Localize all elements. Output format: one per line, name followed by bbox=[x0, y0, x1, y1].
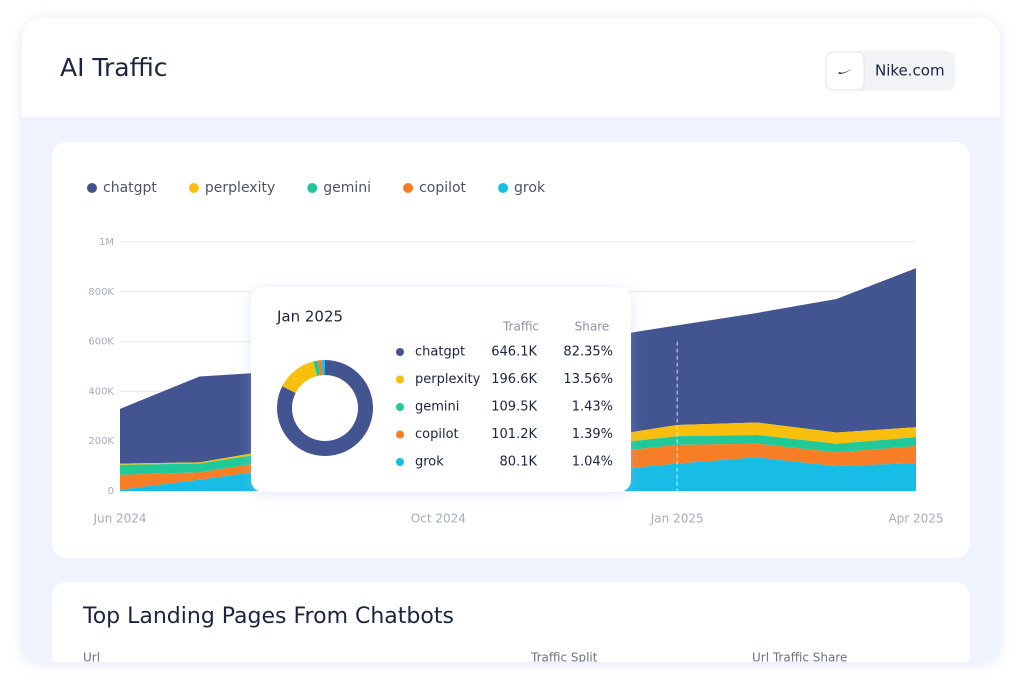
x-tick-label: Jan 2025 bbox=[650, 512, 704, 526]
landing-title: Top Landing Pages From Chatbots bbox=[82, 604, 454, 629]
chart: chatgpt perplexity gemini copilot grok 0 200K 4… bbox=[87, 180, 944, 526]
tooltip-share: 13.56% bbox=[563, 372, 613, 387]
donut-slice bbox=[313, 360, 320, 376]
y-tick-label: 400K bbox=[88, 386, 114, 397]
tooltip-traffic: 646.1K bbox=[491, 345, 537, 360]
site-name: Nike.com bbox=[875, 62, 945, 80]
tooltip-dot bbox=[396, 430, 404, 439]
tooltip-dot bbox=[396, 458, 404, 466]
legend-label: chatgpt bbox=[103, 180, 157, 196]
legend-label: perplexity bbox=[205, 180, 275, 196]
legend-dot bbox=[307, 183, 318, 193]
column-header: Url Traffic Share bbox=[752, 651, 847, 665]
legend-dot bbox=[87, 183, 97, 193]
column-header: Traffic Split bbox=[530, 651, 598, 665]
legend-label: copilot bbox=[419, 180, 466, 196]
tooltip-title: Jan 2025 bbox=[276, 308, 343, 326]
donut-slice bbox=[317, 360, 323, 376]
x-tick-label: Apr 2025 bbox=[888, 512, 943, 526]
tooltip-header: Traffic bbox=[502, 320, 539, 334]
legend-dot bbox=[498, 183, 509, 193]
y-tick-label: 200K bbox=[88, 436, 114, 447]
donut-slice bbox=[321, 360, 325, 376]
y-tick-label: 1M bbox=[99, 237, 114, 248]
tooltip-name: perplexity bbox=[415, 372, 481, 387]
tooltip-traffic: 101.2K bbox=[491, 427, 537, 442]
y-tick-label: 600K bbox=[88, 337, 114, 348]
column-header: Url bbox=[83, 651, 100, 665]
donut-slice bbox=[282, 361, 318, 393]
legend-dot bbox=[403, 183, 414, 193]
area bbox=[120, 443, 916, 490]
donut-slice bbox=[277, 360, 373, 456]
legend-dot bbox=[188, 183, 199, 193]
x-tick-label: Jun 2024 bbox=[92, 512, 146, 526]
site-icon bbox=[825, 51, 865, 91]
tooltip-header: Share bbox=[575, 320, 610, 334]
landing-card bbox=[52, 582, 970, 662]
tooltip-dot bbox=[396, 348, 404, 356]
tooltip-name: copilot bbox=[415, 427, 459, 442]
tooltip-name: grok bbox=[415, 455, 444, 470]
legend-label: gemini bbox=[323, 180, 371, 196]
tooltip-share: 82.35% bbox=[563, 345, 613, 360]
y-tick-label: 800K bbox=[88, 287, 114, 298]
tooltip-dot bbox=[396, 403, 404, 411]
tooltip-traffic: 196.6K bbox=[491, 372, 537, 387]
tooltip-traffic: 109.5K bbox=[491, 400, 537, 415]
tooltip-share: 1.39% bbox=[572, 427, 613, 442]
tooltip-name: gemini bbox=[415, 400, 459, 415]
tooltip-name: chatgpt bbox=[415, 345, 465, 360]
y-tick-label: 0 bbox=[108, 486, 114, 497]
tooltip-traffic: 80.1K bbox=[500, 455, 538, 470]
page-title: AI Traffic bbox=[60, 53, 168, 82]
legend-label: grok bbox=[514, 180, 546, 196]
tooltip-share: 1.04% bbox=[572, 455, 613, 470]
tooltip-dot bbox=[396, 375, 404, 384]
tooltip-share: 1.43% bbox=[572, 400, 613, 415]
x-tick-label: Oct 2024 bbox=[411, 512, 466, 526]
swoosh bbox=[838, 69, 852, 74]
